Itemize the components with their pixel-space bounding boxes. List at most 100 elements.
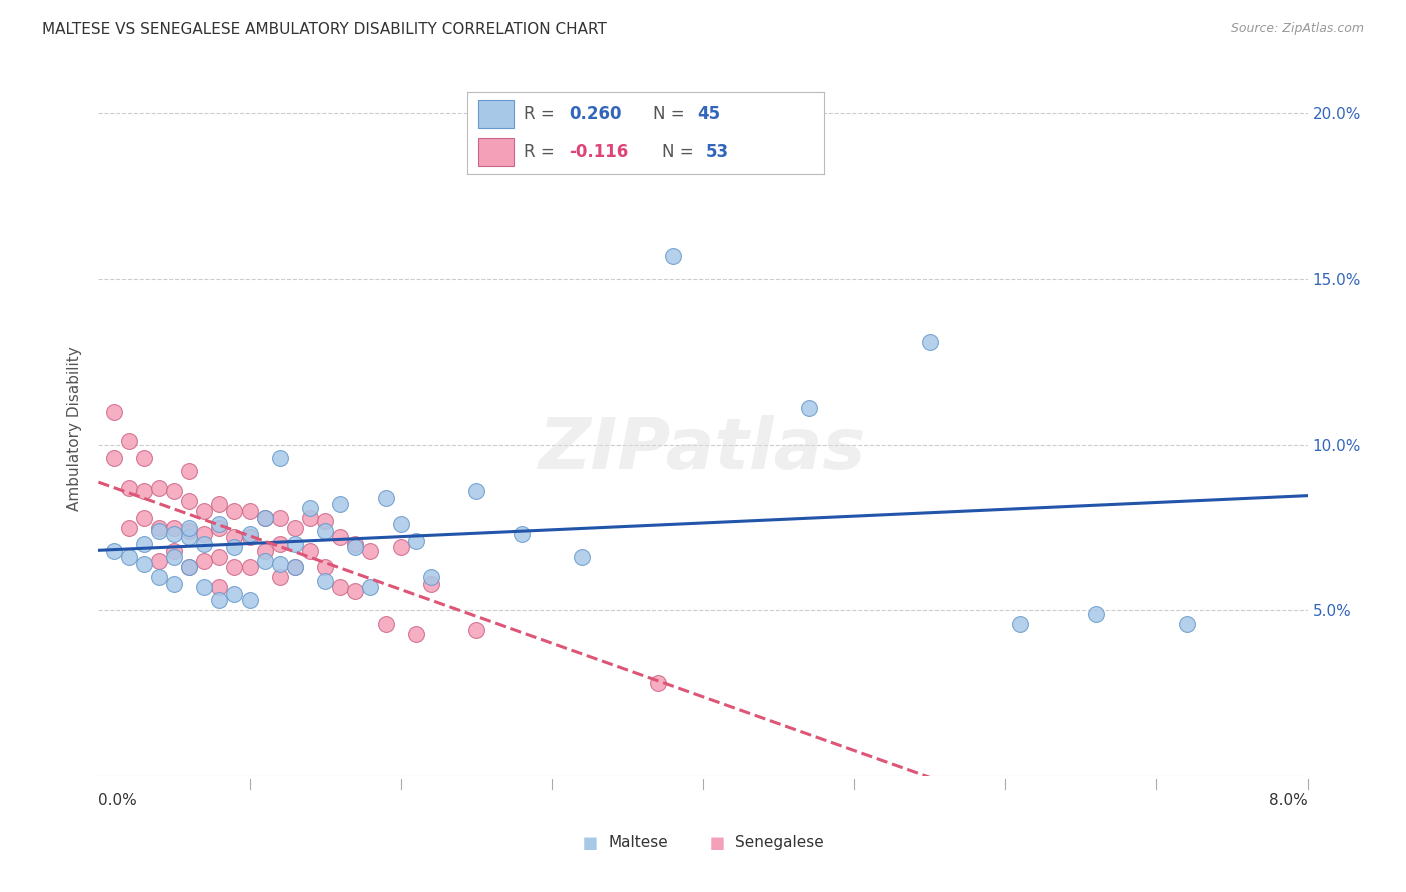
- Point: [163, 543, 186, 558]
- Point: [269, 557, 291, 571]
- Point: [239, 593, 262, 607]
- Point: [360, 580, 382, 594]
- Point: [389, 517, 412, 532]
- Point: [148, 481, 170, 495]
- Point: [103, 450, 125, 465]
- Point: [360, 543, 382, 558]
- Point: [208, 517, 231, 532]
- Point: [374, 616, 396, 631]
- Point: [284, 537, 307, 551]
- Y-axis label: Ambulatory Disability: Ambulatory Disability: [67, 346, 83, 510]
- Point: [163, 527, 186, 541]
- Point: [299, 500, 322, 515]
- Point: [253, 510, 276, 524]
- Point: [193, 580, 215, 594]
- Point: [208, 580, 231, 594]
- Point: [269, 537, 291, 551]
- Point: [329, 497, 352, 511]
- Text: ▪: ▪: [709, 831, 725, 855]
- Point: [1085, 607, 1108, 621]
- Point: [179, 464, 201, 478]
- Point: [208, 593, 231, 607]
- Point: [208, 520, 231, 534]
- Point: [193, 554, 215, 568]
- Point: [103, 543, 125, 558]
- Point: [797, 401, 820, 416]
- Point: [179, 531, 201, 545]
- Point: [148, 524, 170, 538]
- Point: [148, 520, 170, 534]
- Point: [329, 531, 352, 545]
- Point: [389, 541, 412, 555]
- Point: [179, 524, 201, 538]
- Point: [314, 574, 336, 588]
- Point: [420, 577, 443, 591]
- Point: [344, 541, 367, 555]
- Point: [405, 626, 427, 640]
- Point: [269, 450, 291, 465]
- Point: [163, 484, 186, 499]
- Point: [420, 570, 443, 584]
- Point: [284, 560, 307, 574]
- Point: [465, 624, 488, 638]
- Point: [284, 520, 307, 534]
- Point: [284, 560, 307, 574]
- Point: [118, 434, 141, 449]
- Point: [179, 560, 201, 574]
- Point: [299, 510, 322, 524]
- Text: Source: ZipAtlas.com: Source: ZipAtlas.com: [1230, 22, 1364, 36]
- Point: [253, 543, 276, 558]
- Point: [239, 531, 262, 545]
- Point: [224, 541, 246, 555]
- Point: [132, 537, 155, 551]
- Point: [132, 484, 155, 499]
- Point: [179, 494, 201, 508]
- Point: [148, 570, 170, 584]
- Text: 8.0%: 8.0%: [1268, 793, 1308, 807]
- Point: [103, 404, 125, 418]
- Point: [118, 550, 141, 565]
- Point: [269, 570, 291, 584]
- Point: [647, 676, 669, 690]
- Text: MALTESE VS SENEGALESE AMBULATORY DISABILITY CORRELATION CHART: MALTESE VS SENEGALESE AMBULATORY DISABIL…: [42, 22, 607, 37]
- Point: [253, 554, 276, 568]
- Point: [1010, 616, 1032, 631]
- Point: [193, 527, 215, 541]
- Point: [132, 450, 155, 465]
- Point: [163, 520, 186, 534]
- Point: [465, 484, 488, 499]
- Point: [314, 560, 336, 574]
- Point: [132, 557, 155, 571]
- Point: [344, 537, 367, 551]
- Text: ZIPatlas: ZIPatlas: [540, 415, 866, 483]
- Point: [405, 533, 427, 548]
- Point: [224, 531, 246, 545]
- Point: [299, 543, 322, 558]
- Point: [374, 491, 396, 505]
- Point: [239, 527, 262, 541]
- Point: [239, 504, 262, 518]
- Point: [148, 554, 170, 568]
- Text: Maltese: Maltese: [609, 836, 668, 850]
- Point: [662, 249, 685, 263]
- Point: [193, 504, 215, 518]
- Point: [239, 560, 262, 574]
- Point: [132, 510, 155, 524]
- Point: [1175, 616, 1198, 631]
- Text: 0.0%: 0.0%: [98, 793, 138, 807]
- Point: [208, 497, 231, 511]
- Point: [163, 577, 186, 591]
- Point: [253, 510, 276, 524]
- Point: [193, 537, 215, 551]
- Point: [179, 520, 201, 534]
- Point: [118, 481, 141, 495]
- Point: [208, 550, 231, 565]
- Point: [571, 550, 593, 565]
- Point: [224, 587, 246, 601]
- Point: [163, 550, 186, 565]
- Point: [510, 527, 533, 541]
- Point: [224, 504, 246, 518]
- Point: [314, 514, 336, 528]
- Point: [118, 520, 141, 534]
- Text: ▪: ▪: [582, 831, 599, 855]
